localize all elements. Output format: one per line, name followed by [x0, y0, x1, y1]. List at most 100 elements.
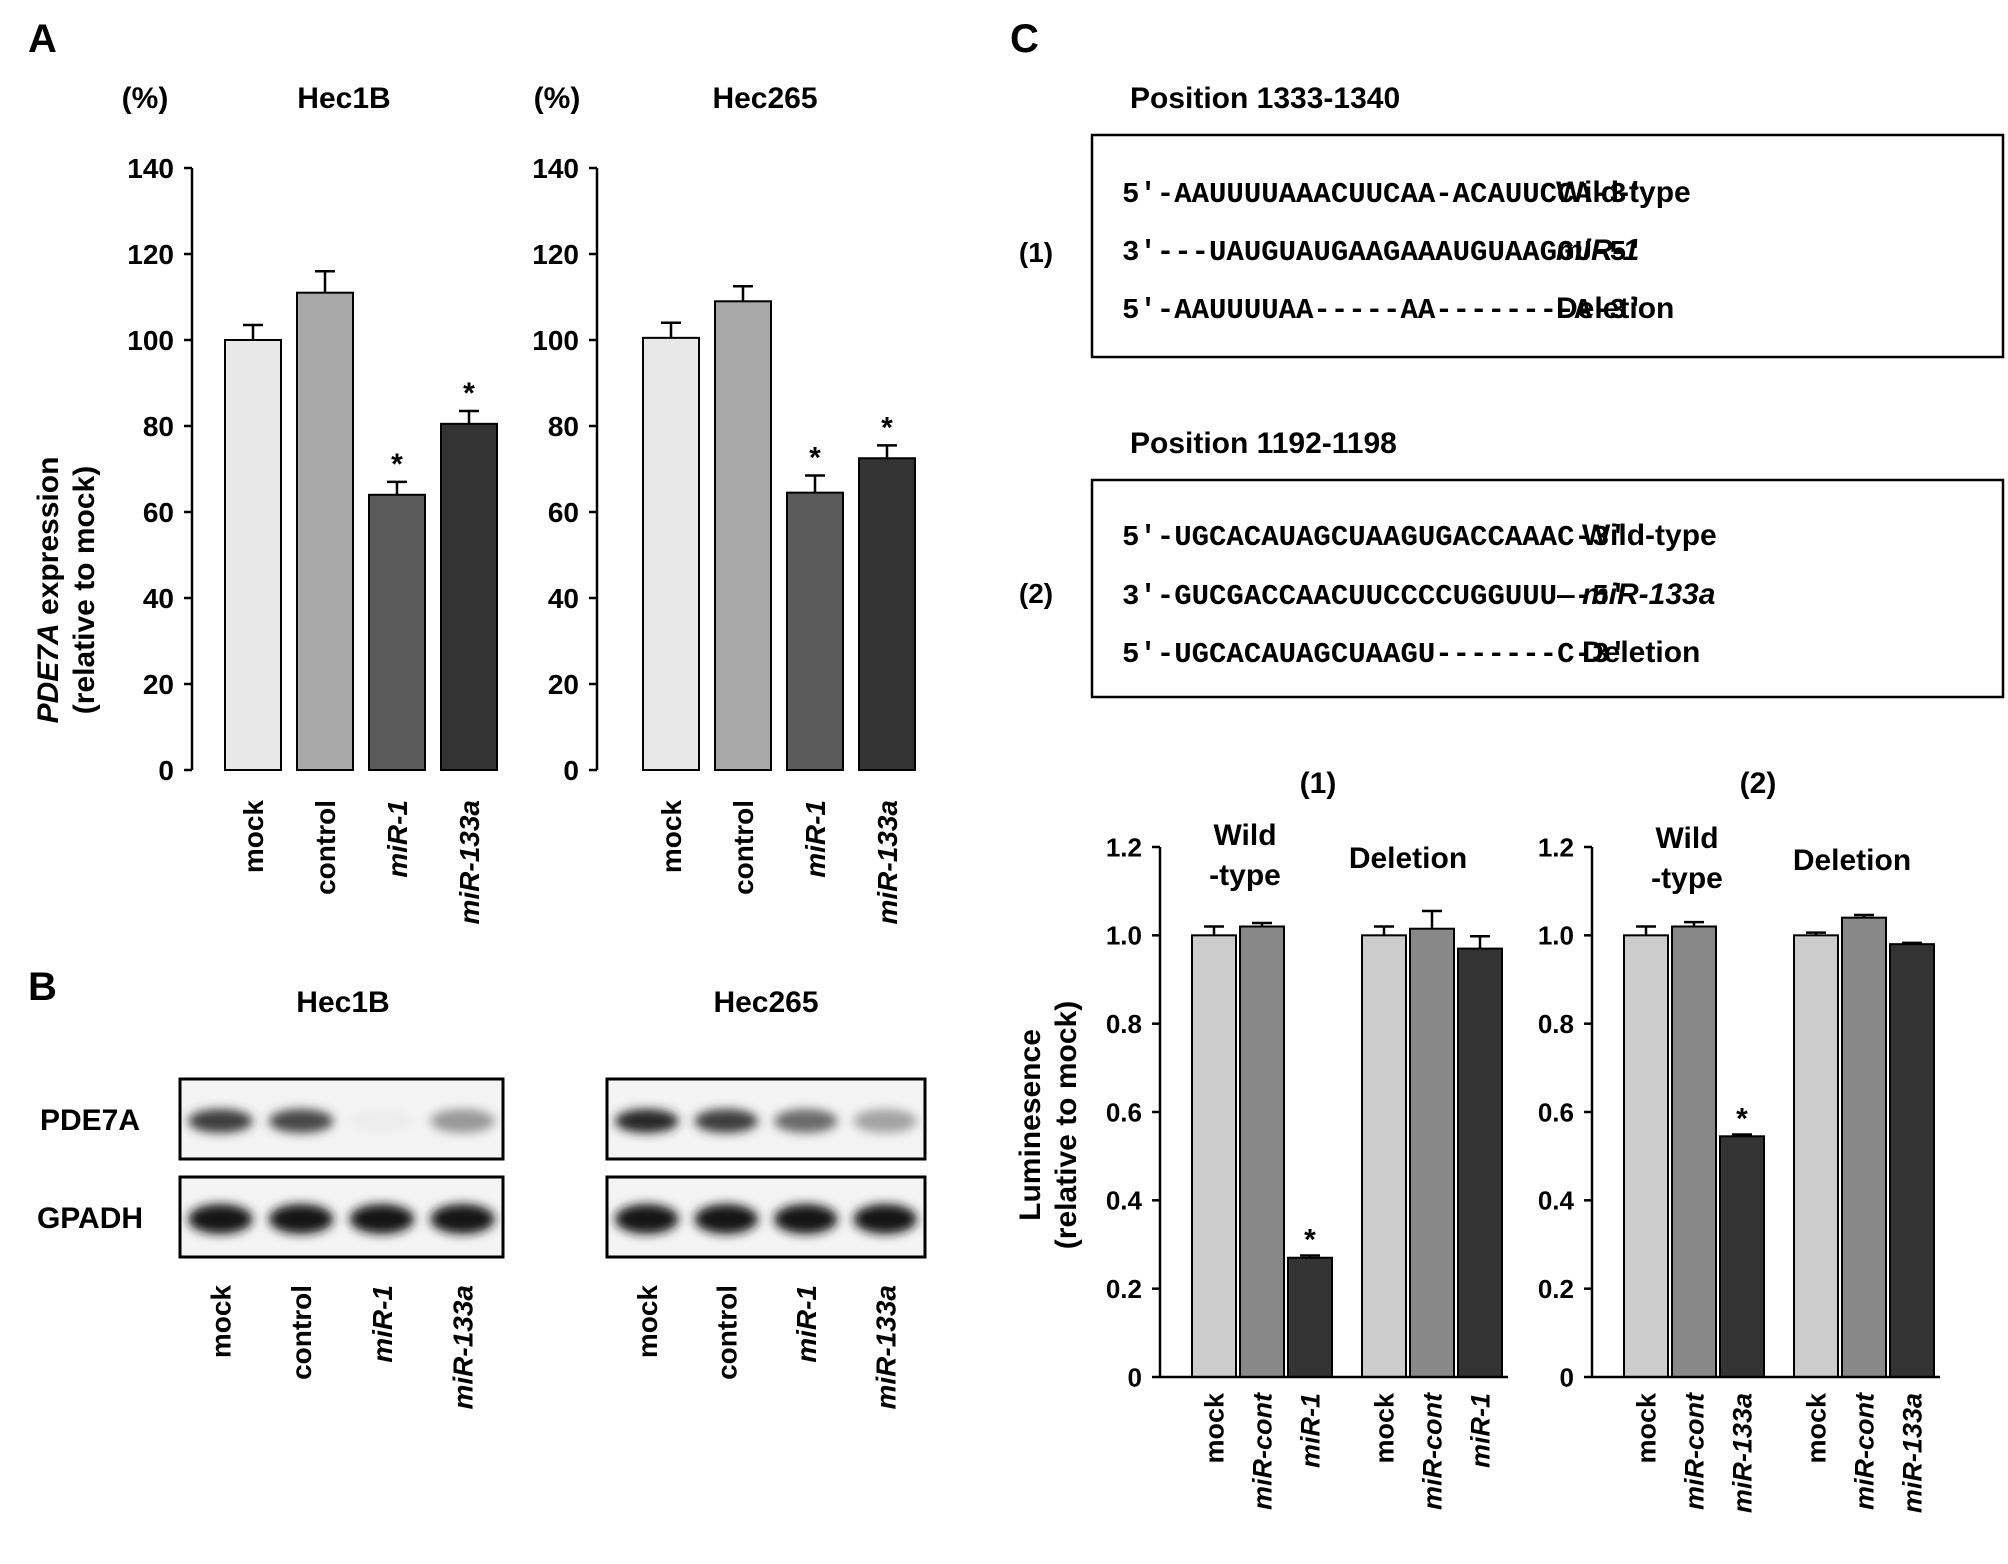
y-tick-label: 80	[143, 411, 174, 442]
bar	[1793, 934, 1839, 1378]
blot-row-label: PDE7A	[40, 1104, 140, 1137]
chart-title: Hec265	[712, 82, 817, 115]
y-tick-label: 60	[548, 497, 579, 528]
y-tick-label: 100	[532, 325, 579, 356]
blot-band	[853, 1204, 918, 1234]
y-tick-label: 80	[548, 411, 579, 442]
y-tick-label: 140	[127, 153, 174, 184]
y-tick-label: 120	[127, 239, 174, 270]
sequence-line: 3′---UAUGUAUGAAGAAAUGUAAGGU-5′	[1122, 236, 1644, 269]
unit-label: (%)	[534, 82, 581, 115]
sequence-name: Wild-type	[1582, 519, 1717, 552]
bar	[1671, 925, 1717, 1378]
sequence-alignments: Position 1333-1340 (1) 5′-AAUUUUAAACUUCAA-…	[1019, 82, 2005, 699]
blot-title: Hec265	[713, 986, 818, 1019]
sequence-line: 3′-GUCGACCAACUUCCCCUGGUUU—-5′	[1122, 580, 1627, 613]
y-tick-label: 0.8	[1538, 1009, 1574, 1039]
bar	[714, 300, 772, 771]
y-tick-label: 0.6	[1106, 1097, 1142, 1127]
category-label: miR-1	[382, 800, 413, 878]
bar	[642, 336, 700, 771]
category-label: mock	[1200, 1392, 1230, 1464]
blot-band	[430, 1109, 495, 1133]
y-tick-label: 140	[532, 153, 579, 184]
chart-hec265-expression: Hec265 (%) 0 20 40 60 80 100 120 140 mock control * m…	[532, 82, 916, 925]
unit-label: (%)	[122, 82, 169, 115]
category-label: miR-133a	[872, 800, 903, 925]
y-axis-label-expression: PDE7A expression	[32, 457, 65, 724]
blot-hec1b: Hec1B PDE7A GPADH mock control miR-1 miR-133a	[37, 986, 505, 1410]
panel-label-a: A	[28, 17, 57, 61]
category-label: miR-1	[1296, 1393, 1326, 1468]
y-tick-label: 0	[563, 755, 579, 786]
blot-band	[773, 1204, 838, 1234]
blot-title: Hec1B	[296, 986, 389, 1019]
y-axis-label-expression-2: (relative to mock)	[68, 466, 101, 714]
y-tick-label: 0.4	[1106, 1186, 1143, 1216]
blot-band	[614, 1109, 679, 1133]
blot-band	[349, 1109, 415, 1133]
bar	[1361, 934, 1407, 1378]
category-label: miR-cont	[1418, 1392, 1448, 1510]
sequence-name: Wild-type	[1556, 176, 1691, 209]
panel-label-c: C	[1010, 17, 1039, 61]
sequence-box	[1090, 478, 2005, 699]
category-label: miR-cont	[1680, 1392, 1710, 1510]
y-axis-label-luminescence: Luminesence	[1014, 1029, 1047, 1221]
blot-row-label: GPADH	[37, 1202, 143, 1235]
y-tick-label: 40	[548, 583, 579, 614]
bar	[1719, 1135, 1765, 1378]
category-label: miR-cont	[1248, 1392, 1278, 1510]
lane-label: mock	[632, 1285, 663, 1359]
y-tick-label: 0	[1128, 1362, 1142, 1392]
blot-band	[188, 1204, 253, 1234]
category-label: miR-133a	[1898, 1393, 1928, 1513]
y-tick-label: 0.4	[1538, 1186, 1575, 1216]
sequence-line: 5′-AAUUUUAA-----AA--------A-3′	[1122, 294, 1644, 327]
category-label: miR-1	[1466, 1393, 1496, 1468]
category-label: miR-1	[800, 800, 831, 878]
lane-label: mock	[205, 1285, 236, 1359]
blot-hec265: Hec265 mock control miR-1 miR-133a	[605, 986, 927, 1410]
lane-label: miR-1	[367, 1285, 398, 1363]
group-label: Deletion	[1793, 844, 1911, 877]
y-tick-label: 40	[143, 583, 174, 614]
sequence-line: 5′-UGCACAUAGCUAAGU-------C-3′	[1122, 638, 1627, 671]
y-tick-label: 1.2	[1106, 832, 1142, 862]
sequence-box	[1090, 133, 2005, 359]
group-label: -type	[1209, 859, 1281, 892]
category-label: control	[310, 800, 341, 895]
sequence-name: Deletion	[1582, 636, 1700, 669]
category-label: mock	[1632, 1392, 1662, 1464]
bar	[1287, 1256, 1333, 1378]
category-label: mock	[1370, 1392, 1400, 1464]
y-tick-label: 0.2	[1538, 1274, 1574, 1304]
sequence-block-1: Position 1333-1340 (1) 5′-AAUUUUAAACUUCAA-…	[1019, 82, 2005, 359]
sequence-position: Position 1333-1340	[1130, 82, 1400, 115]
group-label: -type	[1651, 862, 1723, 895]
blot-band	[614, 1204, 679, 1234]
group-label: Wild	[1213, 819, 1276, 852]
chart-luminescence-2: (2) 0 0.2 0.4 0.6 0.8 1.0 1.2 mock miR-cont * miR-1…	[1538, 767, 1940, 1513]
blot-band	[430, 1204, 495, 1234]
significance-marker: *	[809, 441, 821, 474]
bar	[786, 491, 844, 771]
sequence-label: (2)	[1019, 578, 1053, 609]
lane-label: control	[286, 1285, 317, 1380]
sequence-line: 5′-UGCACAUAGCUAAGUGACCAAAC-3′	[1122, 521, 1627, 554]
y-tick-label: 60	[143, 497, 174, 528]
sequence-line: 5′-AAUUUUAAACUUCAA-ACAUUCCA-3′	[1122, 178, 1644, 211]
blot-band	[349, 1204, 415, 1234]
bar	[858, 457, 916, 771]
group-label: Deletion	[1349, 842, 1467, 875]
y-tick-label: 100	[127, 325, 174, 356]
y-tick-label: 0	[1560, 1362, 1574, 1392]
category-label: control	[728, 800, 759, 895]
group-label: Wild	[1655, 822, 1718, 855]
category-label: mock	[238, 800, 269, 874]
y-tick-label: 1.0	[1538, 921, 1574, 951]
bar	[440, 422, 498, 771]
sequence-position: Position 1192-1198	[1130, 427, 1397, 460]
y-tick-label: 0.6	[1538, 1097, 1574, 1127]
